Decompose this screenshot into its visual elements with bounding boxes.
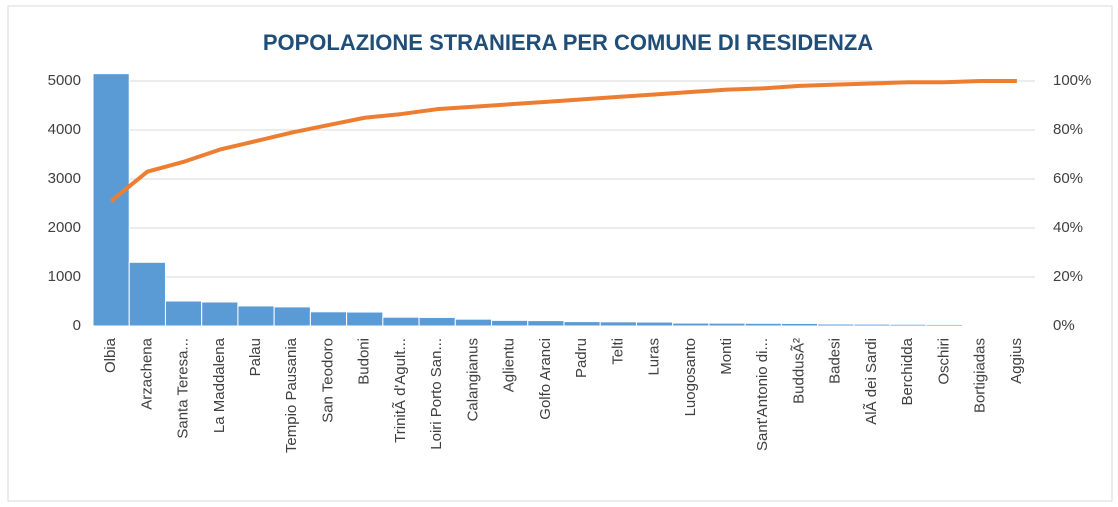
x-tick-label: Monti <box>718 338 735 375</box>
bar <box>599 321 637 327</box>
x-tick-label: Luras <box>646 338 663 376</box>
bar <box>635 321 674 327</box>
bar <box>382 316 420 327</box>
y2-tick-label: 100% <box>1053 72 1091 89</box>
y-tick-label: 3000 <box>48 170 81 187</box>
bar <box>672 322 710 327</box>
bar <box>925 323 964 327</box>
bar <box>164 300 203 327</box>
x-tick-label: Palau <box>247 338 264 376</box>
bar <box>708 322 746 327</box>
y2-tick-label: 40% <box>1053 219 1083 236</box>
x-tick-label: Sant'Antonio di... <box>754 338 771 451</box>
x-tick-label: Oschiri <box>935 338 952 385</box>
x-tick-label: Berchidda <box>899 337 916 405</box>
x-tick-label: Aglientu <box>501 338 518 392</box>
y-tick-label: 5000 <box>48 72 81 89</box>
y-tick-label: 0 <box>73 317 81 334</box>
bar <box>201 301 239 327</box>
bar <box>273 306 311 327</box>
bar <box>237 305 275 327</box>
x-tick-label: La Maddalena <box>211 337 228 433</box>
x-tick-label: Loiri Porto San... <box>428 338 445 450</box>
x-tick-label: San Teodoro <box>319 338 336 423</box>
y2-tick-label: 60% <box>1053 170 1083 187</box>
bar <box>346 311 384 327</box>
x-tick-label: Santa Teresa... <box>175 338 192 439</box>
y2-tick-label: 0% <box>1053 317 1075 334</box>
chart-title: POPOLAZIONE STRANIERA PER COMUNE DI RESI… <box>263 30 873 55</box>
x-tick-label: Aggius <box>1008 338 1025 384</box>
bar <box>780 322 819 327</box>
x-tick-label: Luogosanto <box>682 338 699 416</box>
bar <box>128 261 166 327</box>
x-tick-label: Calangianus <box>464 338 481 421</box>
x-tick-label: Badesi <box>827 338 844 384</box>
y-tick-label: 1000 <box>48 268 81 285</box>
bar <box>527 320 565 327</box>
x-tick-label: Bortigiadas <box>972 338 989 413</box>
bar <box>744 322 782 327</box>
x-tick-label: AlÃ dei Sardi <box>863 338 880 425</box>
bar <box>454 318 493 327</box>
y2-tick-label: 80% <box>1053 121 1083 138</box>
y2-tick-label: 20% <box>1053 268 1083 285</box>
bar <box>563 321 601 327</box>
cumulative-line <box>109 79 1017 203</box>
chart-border <box>7 5 1113 502</box>
x-tick-label: Arzachena <box>138 337 155 409</box>
bar <box>491 319 529 327</box>
y-tick-label: 4000 <box>48 121 81 138</box>
x-tick-label: Olbia <box>102 337 119 373</box>
x-tick-label: TrinitÃ d'Agult... <box>392 338 409 443</box>
y-tick-label: 2000 <box>48 219 81 236</box>
bar <box>853 323 891 327</box>
bar <box>309 311 348 327</box>
x-tick-label: BuddusÃ² <box>790 338 807 404</box>
bar <box>889 323 927 327</box>
x-tick-label: Tempio Pausania <box>283 337 300 453</box>
bar <box>817 323 855 327</box>
x-tick-label: Budoni <box>356 338 373 385</box>
x-tick-label: Padru <box>573 338 590 378</box>
x-tick-label: Golfo Aranci <box>537 338 554 420</box>
bar <box>418 316 456 327</box>
x-tick-label: Telti <box>609 338 626 365</box>
